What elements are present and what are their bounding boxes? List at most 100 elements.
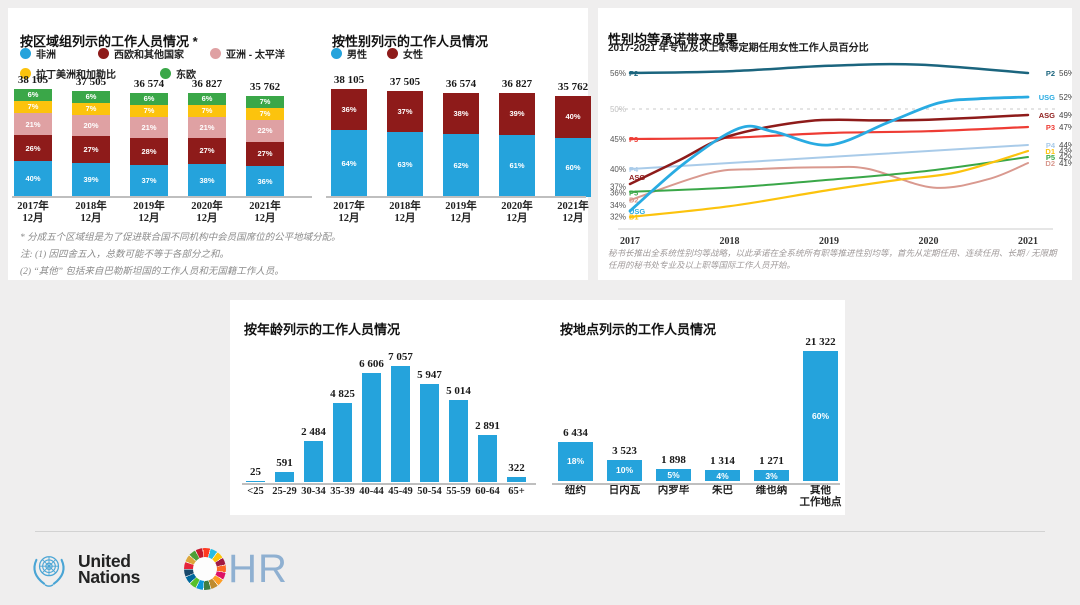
bar-segment-东欧: 6% <box>188 93 226 105</box>
bar-value: 591 <box>276 457 293 470</box>
bar-segment-女性: 37% <box>387 91 423 133</box>
legend-dot-icon <box>210 48 221 59</box>
bar-segment-拉丁美洲和加勒比: 7% <box>130 104 168 117</box>
segment-value: 40% <box>565 112 581 122</box>
right-name-D2: D2 <box>1045 159 1055 168</box>
segment-value: 7% <box>85 104 97 114</box>
segment-value: 7% <box>27 102 39 112</box>
bar <box>478 434 497 482</box>
bar-column: 36 574 38% 62% 2019年 12月 <box>443 78 479 225</box>
bar <box>507 476 526 482</box>
bar-column: 38 105 6% 7% 21% 26% 40% 2017年 12月 <box>14 74 52 225</box>
left-name-ASG: ASG <box>629 173 645 182</box>
bar-total: 36 827 <box>501 78 533 90</box>
segment-value: 21% <box>141 122 157 132</box>
panel-age-location: 按年龄列示的工作人员情况 25 <25 591 25-29 2 484 30-34 4 82… <box>230 300 845 515</box>
legend-label: 女性 <box>403 50 423 61</box>
bar-value: 4 825 <box>330 387 355 400</box>
bar-segment-男性: 61% <box>499 135 535 197</box>
footnote-line: (2) “其他” 包括来自巴勒斯坦国的工作人员和无国籍工作人员。 <box>20 267 284 277</box>
bar-segment-女性: 36% <box>331 89 367 130</box>
age-chart-title: 按年龄列示的工作人员情况 <box>244 322 401 337</box>
segment-value: 39% <box>509 109 525 119</box>
ohr-wordmark: HR <box>228 547 288 591</box>
segment-value: 7% <box>259 97 271 107</box>
bar-pct: 4% <box>716 470 729 481</box>
legend-label: 西欧和其他国家 <box>114 50 184 61</box>
parity-chart-footnote: 秘书长推出全系统性别均等战略，以此承诺在全系统所有职等推进性别均等，首先从定期任… <box>608 248 1057 270</box>
gender-x-axis <box>326 196 586 198</box>
bar-segment-西欧和其他国家: 26% <box>14 135 52 162</box>
stacked-bar: 37% 63% <box>387 91 423 197</box>
ohr-sdg-wheel-icon <box>184 548 227 590</box>
gender-chart-bars: 38 105 36% 64% 2017年 12月 37 505 37% 63% 2018年 12月… <box>331 74 591 225</box>
bar <box>333 402 352 482</box>
bar <box>391 366 410 482</box>
footer-divider <box>35 531 1045 532</box>
parity-chart-title: 性别均等承诺带来成果 <box>608 32 739 47</box>
bar-pct: 3% <box>765 470 778 481</box>
bar-column: 591 25-29 <box>272 457 297 498</box>
bar <box>246 481 265 482</box>
bar-segment-非洲: 38% <box>188 163 226 198</box>
x-label: <25 <box>247 486 264 497</box>
segment-value: 6% <box>143 94 155 104</box>
legend-dot-icon <box>20 68 31 79</box>
bar-total: 36 827 <box>191 78 223 90</box>
bar-segment-男性: 63% <box>387 132 423 197</box>
right-value-D2: 41% <box>1059 159 1072 168</box>
right-name-P5: P5 <box>1046 153 1055 162</box>
bar-segment-西欧和其他国家: 27% <box>188 138 226 164</box>
segment-value: 38% <box>199 175 215 185</box>
bar-column: 6 606 40-44 <box>359 358 384 498</box>
legend-item-西欧和其他国家: 西欧和其他国家 <box>98 46 210 61</box>
x-label: 45-49 <box>388 486 413 497</box>
right-name-ASG: ASG <box>1039 111 1055 120</box>
right-name-USG: USG <box>1039 93 1055 102</box>
bar-segment-亚洲 - 太平洋: 22% <box>246 119 284 142</box>
left-name-P5: P5 <box>629 188 638 197</box>
left-name-P3: P3 <box>629 135 638 144</box>
bar: 4% <box>705 470 740 481</box>
segment-value: 6% <box>27 90 39 100</box>
x-label: 日内瓦 <box>608 485 641 496</box>
bar-segment-西欧和其他国家: 27% <box>246 141 284 167</box>
segment-value: 22% <box>257 126 273 136</box>
x-label: 35-39 <box>330 486 355 497</box>
left-value-D2: 34% <box>610 201 626 210</box>
x-tick-2018: 2018 <box>720 236 740 244</box>
segment-value: 20% <box>83 120 99 130</box>
age-x-axis <box>242 483 536 485</box>
segment-value: 21% <box>199 122 215 132</box>
segment-value: 28% <box>141 146 157 156</box>
legend-label: 拉丁美洲和加勒比 <box>36 70 116 81</box>
bar-column: 322 65+ <box>507 462 526 498</box>
bar-segment-男性: 64% <box>331 129 367 197</box>
x-label: 25-29 <box>272 486 297 497</box>
bar-segment-亚洲 - 太平洋: 21% <box>188 116 226 139</box>
bar-value: 21 322 <box>805 336 836 348</box>
legend-label: 亚洲 - 太平洋 <box>226 50 285 61</box>
bar: 18% <box>558 441 593 481</box>
bar-segment-非洲: 36% <box>246 166 284 197</box>
stacked-bar: 6% 7% 21% 26% 40% <box>14 89 52 198</box>
segment-value: 6% <box>85 92 97 102</box>
bar-pct: 18% <box>566 456 584 467</box>
bar-pct: 5% <box>667 469 680 480</box>
bar-column: 38 105 36% 64% 2017年 12月 <box>331 74 367 225</box>
gender-chart-title: 按性别列示的工作人员情况 <box>332 34 489 49</box>
series-line-USG <box>628 95 1030 213</box>
segment-value: 6% <box>201 94 213 104</box>
bar-value: 5 947 <box>417 369 442 382</box>
legend-label: 东欧 <box>176 70 196 81</box>
left-name-P2: P2 <box>629 69 638 78</box>
bar-segment-亚洲 - 太平洋: 20% <box>72 115 110 137</box>
bar-column: 36 827 6% 7% 21% 27% 38% 2020年 12月 <box>188 78 226 225</box>
segment-value: 7% <box>143 105 155 115</box>
bar <box>275 472 294 482</box>
right-value-P2: 56% <box>1059 69 1072 78</box>
panel-staff-region-gender: 按区域组列示的工作人员情况 * 非洲 西欧和其他国家 亚洲 - 太平洋 拉丁美洲和加勒… <box>8 8 591 280</box>
footnote-line: 注: (1) 因四舍五入，总数可能不等于各部分之和。 <box>20 250 229 260</box>
series-line-P4 <box>629 144 1029 170</box>
footnote-line: * 分成五个区域组是为了促进联合国不同机构中会员国席位的公平地域分配。 <box>20 233 341 243</box>
